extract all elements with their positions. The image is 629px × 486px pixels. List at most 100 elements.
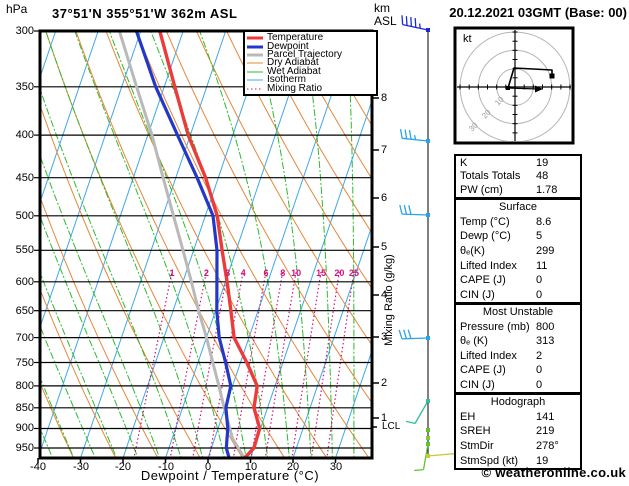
- hodograph-unit-label: kt: [463, 33, 472, 45]
- panel-indices: K 19 Totals Totals 48 PW (cm) 1.78: [454, 154, 582, 199]
- legend-label: Dewpoint: [267, 40, 309, 52]
- row-label: SREH: [460, 425, 491, 438]
- legend-swatch: [247, 54, 263, 72]
- row-label: PW (cm): [460, 184, 503, 197]
- panel-title: Most Unstable: [482, 306, 554, 318]
- storm-motion-arrow: [535, 85, 543, 93]
- row-label: CIN (J): [460, 288, 495, 301]
- mixing-ratio-label-8: 8: [280, 268, 285, 278]
- panel-hodograph-stats: Hodograph EH 141 SREH 219 StmDir 278° StmSpd (k…: [454, 393, 582, 470]
- row-label: K: [460, 156, 468, 169]
- legend-item-dry-adiabat: Dry Adiabat: [247, 57, 374, 69]
- panel-row: StmDir 278°: [456, 439, 580, 454]
- panel-row: Pressure (mb) 800: [456, 320, 580, 335]
- row-value: 2: [536, 349, 543, 362]
- row-value: 299: [536, 244, 555, 257]
- lcl-label: LCL: [382, 421, 401, 432]
- pressure-tick-label-700: 700: [15, 332, 34, 344]
- row-label: Lifted Index: [460, 349, 517, 362]
- hodograph-ring-label-20: 20: [480, 107, 493, 120]
- legend-label: Temperature: [267, 32, 324, 44]
- legend-label: Wet Adiabat: [267, 65, 321, 77]
- mixing-ratio-label-2: 2: [204, 268, 209, 278]
- legend-label: Isotherm: [267, 74, 306, 86]
- panel-most-unstable: Most Unstable Pressure (mb) 800 θₑ (K) 313 Li…: [454, 303, 582, 394]
- row-label: CAPE (J): [460, 364, 506, 377]
- legend-swatch: [247, 80, 263, 98]
- pressure-tick-label-800: 800: [15, 380, 34, 392]
- row-value: 0: [536, 288, 543, 301]
- temp-tick-label-20: 20: [286, 461, 300, 473]
- legend-item-dewpoint: Dewpoint: [247, 40, 374, 52]
- row-value: 278°: [536, 440, 559, 453]
- panel-title: Surface: [499, 201, 537, 213]
- legend-label: Mixing Ratio: [267, 82, 323, 94]
- row-label: StmDir: [460, 440, 494, 453]
- mixing-ratio-label-10: 10: [291, 268, 301, 278]
- panel-row: Lifted Index 2: [456, 349, 580, 364]
- hodograph-trace-end: [549, 73, 555, 79]
- hodograph-ring-label-10: 10: [493, 94, 506, 107]
- temp-tick-label-30: 30: [329, 461, 343, 473]
- row-value: 8.6: [536, 215, 552, 228]
- panel-row: Totals Totals 48: [456, 170, 580, 184]
- row-label: θₑ (K): [460, 335, 488, 348]
- row-label: Dewp (°C): [460, 230, 511, 243]
- panel-row: CIN (J) 0: [456, 378, 580, 393]
- pressure-tick-label-950: 950: [15, 442, 34, 454]
- row-value: 48: [536, 170, 549, 183]
- datetime-label: 20.12.2021 03GMT (Base: 00): [449, 5, 627, 20]
- row-value: 19: [536, 454, 549, 467]
- temp-tick-label-0: 0: [204, 461, 212, 473]
- panel-row: StmSpd (kt) 19: [456, 453, 580, 468]
- legend: Temperature Dewpoint Parcel Trajectory Dry …: [243, 30, 378, 96]
- km-tick-label-1: 1: [381, 412, 388, 424]
- row-value: 0: [536, 364, 543, 377]
- panel-row: θₑ (K) 313: [456, 334, 580, 349]
- mixing-ratio-label-1: 1: [169, 268, 174, 278]
- legend-item-wet-adiabat: Wet Adiabat: [247, 65, 374, 77]
- pressure-tick-label-450: 450: [15, 172, 34, 184]
- pressure-tick-label-650: 650: [15, 305, 34, 317]
- panel-row: CAPE (J) 0: [456, 363, 580, 378]
- hodograph-border: [453, 26, 575, 145]
- legend-label: Dry Adiabat: [267, 57, 319, 69]
- km-tick-label-6: 6: [381, 192, 388, 204]
- watermark: © weatheronline.co.uk: [481, 465, 626, 480]
- legend-swatch: [247, 29, 263, 47]
- row-value: 11: [536, 259, 548, 272]
- wind-level-marker: [426, 428, 430, 432]
- station-title: 37°51'N 355°51'W 362m ASL: [52, 6, 238, 21]
- panel-row: Temp (°C) 8.6: [456, 215, 580, 230]
- row-label: CIN (J): [460, 378, 495, 391]
- km-tick-label-2: 2: [381, 377, 388, 389]
- panel-row: CIN (J) 0: [456, 287, 580, 302]
- temp-tick-label--20: -20: [115, 461, 131, 473]
- temperature-axis-title: Dewpoint / Temperature (°C): [140, 468, 320, 483]
- row-value: 800: [536, 320, 555, 333]
- legend-swatch: [247, 71, 263, 89]
- hodograph-ring-label-30: 30: [467, 120, 480, 133]
- row-value: 5: [536, 230, 543, 243]
- panel-row: PW (cm) 1.78: [456, 183, 580, 197]
- pressure-tick-label-600: 600: [15, 276, 34, 288]
- plot-border: [38, 29, 374, 460]
- panel-row: SREH 219: [456, 424, 580, 439]
- km-tick-label-8: 8: [381, 92, 388, 104]
- legend-swatch: [247, 46, 263, 64]
- altitude-unit-label-asl: ASL: [374, 14, 397, 28]
- km-tick-label-3: 3: [381, 331, 388, 343]
- row-label: Temp (°C): [460, 215, 510, 228]
- panel-row: θₑ(K) 299: [456, 244, 580, 259]
- mixing-ratio-label-4: 4: [241, 268, 246, 278]
- wind-barb-column: [398, 15, 457, 472]
- panel-row: Lifted Index 11: [456, 258, 580, 273]
- panel-row: CAPE (J) 0: [456, 273, 580, 288]
- panel-row: Dewp (°C) 5: [456, 229, 580, 244]
- legend-item-mixing-ratio: Mixing Ratio: [247, 82, 374, 94]
- legend-label: Parcel Trajectory: [267, 48, 343, 60]
- mixing-ratio-label-25: 25: [349, 268, 359, 278]
